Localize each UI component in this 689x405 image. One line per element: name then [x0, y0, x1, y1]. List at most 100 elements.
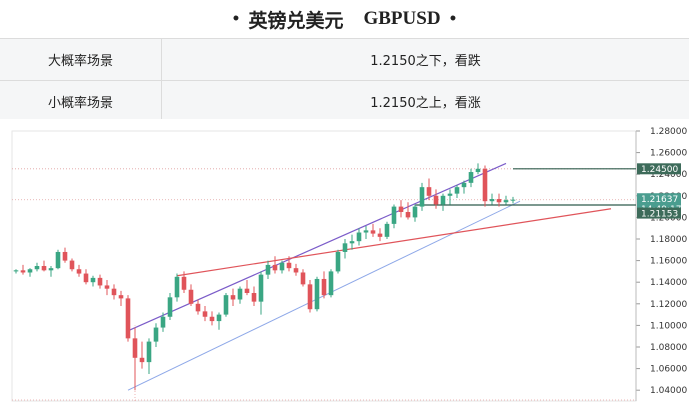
candle-body — [69, 260, 75, 270]
candle-body — [314, 278, 320, 310]
y-tick-label: 1.04000 — [650, 386, 687, 396]
candle-body — [48, 268, 54, 271]
scenario-table: 大概率场景 1.2150之下，看跌 小概率场景 1.2150之上，看涨 — [0, 38, 689, 123]
candle-body — [398, 206, 404, 212]
scenario-label: 大概率场景 — [0, 38, 162, 81]
candle-body — [496, 199, 502, 203]
candle-body — [405, 212, 411, 218]
trend-line — [176, 208, 612, 277]
y-tick-label: 1.10000 — [650, 321, 687, 331]
y-tick-label: 1.08000 — [650, 343, 687, 353]
candle-body — [265, 264, 271, 275]
price-tag-label: 1.21153 — [641, 209, 678, 219]
candle-body — [482, 168, 488, 202]
candle-body — [20, 270, 26, 273]
candle-body — [125, 298, 131, 339]
candle-body — [62, 251, 68, 261]
candle-body — [251, 293, 257, 302]
candle-body — [118, 295, 124, 299]
candle-body — [412, 206, 418, 218]
candle-body — [188, 289, 194, 304]
candle-body — [244, 288, 250, 293]
candle-body — [433, 195, 439, 205]
candle-body — [461, 182, 467, 188]
candle-body — [146, 341, 152, 363]
candle-body — [153, 327, 159, 342]
candle-body — [342, 243, 348, 252]
y-tick-label: 1.16000 — [650, 257, 687, 267]
candle-body — [391, 206, 397, 224]
candle-body — [104, 285, 110, 289]
spacer — [0, 119, 689, 127]
candle-body — [447, 193, 453, 196]
candle-body — [209, 316, 215, 322]
y-tick-label: 1.06000 — [650, 365, 687, 375]
candle-body — [419, 187, 425, 207]
symbol-label: GBPUSD — [363, 8, 441, 29]
candle-body — [426, 187, 432, 196]
candle-body — [223, 295, 229, 315]
scenario-label: 小概率场景 — [0, 80, 162, 123]
candle-body — [510, 199, 516, 201]
candle-body — [202, 311, 208, 317]
price-tag — [637, 193, 681, 205]
candle-body — [13, 270, 19, 272]
candle-body — [286, 262, 292, 269]
candle-body — [132, 338, 138, 358]
candle-body — [349, 241, 355, 244]
candle-body — [195, 303, 201, 312]
candle-body — [503, 200, 509, 203]
candle-body — [83, 273, 89, 283]
y-tick-label: 1.28000 — [650, 127, 687, 137]
candle-body — [328, 271, 334, 296]
y-tick-label: 1.24000 — [650, 170, 687, 180]
y-tick-label: 1.26000 — [650, 149, 687, 159]
candle-body — [139, 357, 145, 363]
candle-body — [272, 264, 278, 271]
y-tick-label: 1.14000 — [650, 278, 687, 288]
title-bullet-left: • — [231, 11, 241, 27]
candle-body — [55, 251, 61, 269]
page-title: 英镑兑美元 — [248, 9, 344, 32]
title-bullet-right: • — [448, 11, 458, 27]
candle-body — [160, 316, 166, 328]
candle-body — [475, 168, 481, 173]
candle-body — [370, 230, 376, 234]
candle-body — [307, 284, 313, 310]
candle-body — [90, 277, 96, 283]
candle-body — [167, 297, 173, 317]
candle-body — [363, 230, 369, 233]
candle-body — [111, 288, 117, 296]
candle-body — [34, 266, 40, 270]
candle-body — [258, 274, 264, 302]
scenario-value: 1.2150之上，看涨 — [161, 80, 689, 123]
candle-body — [300, 272, 306, 285]
candle-body — [321, 278, 327, 296]
candle-body — [97, 277, 103, 286]
candle-body — [279, 262, 285, 271]
candle-body — [468, 172, 474, 183]
candle-body — [76, 269, 82, 274]
candle-body — [454, 187, 460, 194]
price-tag-label: 1.21637 — [641, 195, 678, 205]
y-tick-label: 1.12000 — [650, 300, 687, 310]
candle-body — [293, 268, 299, 273]
title-bar: • 英镑兑美元 GBPUSD • — [0, 0, 689, 38]
scenario-value: 1.2150之下，看跌 — [161, 38, 689, 81]
candle-body — [237, 288, 243, 300]
candle-body — [27, 269, 33, 273]
candle-body — [174, 276, 180, 298]
candle-body — [384, 223, 390, 237]
candle-body — [489, 199, 495, 202]
candle-body — [216, 314, 222, 322]
candle-body — [181, 276, 187, 290]
candle-body — [41, 266, 47, 271]
price-tag — [637, 207, 681, 219]
candle-body — [230, 295, 236, 300]
plot-area — [11, 130, 637, 402]
candle-body — [377, 233, 383, 237]
price-tag-label: 1.24500 — [641, 165, 678, 175]
price-chart[interactable]: 1.280001.260001.240001.220001.200001.180… — [0, 127, 689, 405]
candle-body — [440, 195, 446, 205]
table-row: 小概率场景 1.2150之上，看涨 — [0, 80, 689, 123]
